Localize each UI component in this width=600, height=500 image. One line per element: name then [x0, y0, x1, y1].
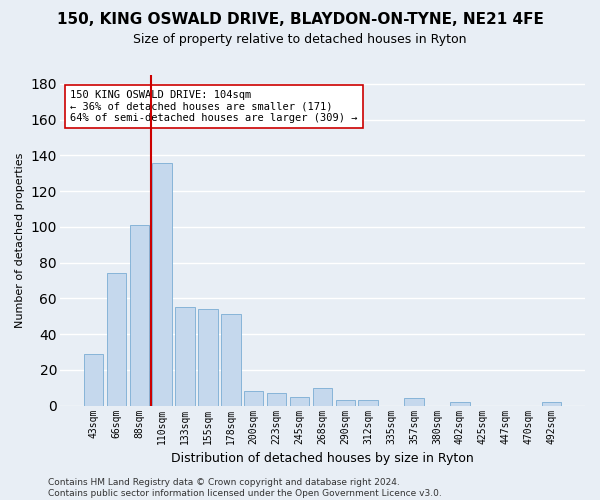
Bar: [107, 274, 126, 406]
Text: 150, KING OSWALD DRIVE, BLAYDON-ON-TYNE, NE21 4FE: 150, KING OSWALD DRIVE, BLAYDON-ON-TYNE,…: [56, 12, 544, 28]
Bar: [267, 393, 286, 406]
Text: Contains HM Land Registry data © Crown copyright and database right 2024.
Contai: Contains HM Land Registry data © Crown c…: [48, 478, 442, 498]
Y-axis label: Number of detached properties: Number of detached properties: [15, 152, 25, 328]
Bar: [130, 225, 149, 406]
Bar: [358, 400, 378, 406]
Bar: [290, 396, 309, 406]
Text: 150 KING OSWALD DRIVE: 104sqm
← 36% of detached houses are smaller (171)
64% of : 150 KING OSWALD DRIVE: 104sqm ← 36% of d…: [70, 90, 358, 123]
Bar: [175, 308, 195, 406]
Bar: [335, 400, 355, 406]
Bar: [152, 162, 172, 406]
Bar: [84, 354, 103, 406]
Bar: [450, 402, 470, 406]
Bar: [404, 398, 424, 406]
Bar: [313, 388, 332, 406]
Bar: [221, 314, 241, 406]
X-axis label: Distribution of detached houses by size in Ryton: Distribution of detached houses by size …: [171, 452, 474, 465]
Bar: [542, 402, 561, 406]
Bar: [244, 392, 263, 406]
Text: Size of property relative to detached houses in Ryton: Size of property relative to detached ho…: [133, 32, 467, 46]
Bar: [198, 309, 218, 406]
